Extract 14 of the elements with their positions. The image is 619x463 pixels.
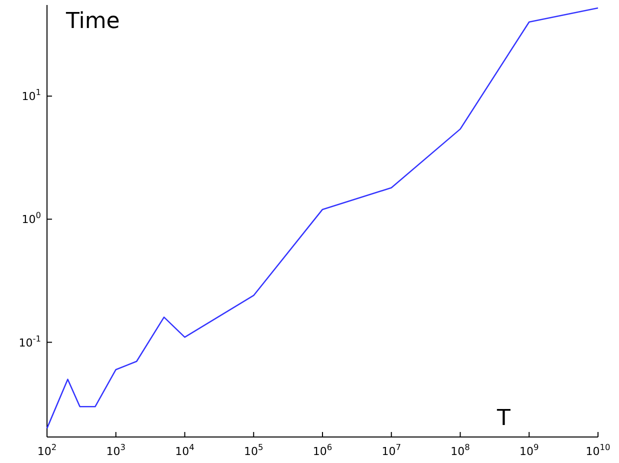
x-tick-label: 10$^{7}$: [382, 442, 401, 458]
x-tick-label: 10$^{3}$: [106, 442, 126, 458]
x-tick-label: 10$^{6}$: [312, 442, 332, 458]
x-tick-label: 10$^{10}$: [586, 442, 610, 458]
y-tick-label: 10$^{0}$: [22, 210, 41, 226]
x-tick-label: 10$^{5}$: [244, 442, 264, 458]
y-tick-label: 10$^{-1}$: [18, 333, 41, 350]
x-tick-label: 10$^{8}$: [450, 442, 470, 458]
x-tick-label: 10$^{4}$: [175, 442, 194, 458]
x-tick-label: 10$^{9}$: [520, 442, 539, 458]
x-axis-title: T: [496, 406, 511, 431]
x-tick-label: 10$^{2}$: [37, 442, 57, 458]
y-axis-title: Time: [65, 9, 120, 34]
y-tick-label: 10$^{1}$: [22, 87, 41, 104]
